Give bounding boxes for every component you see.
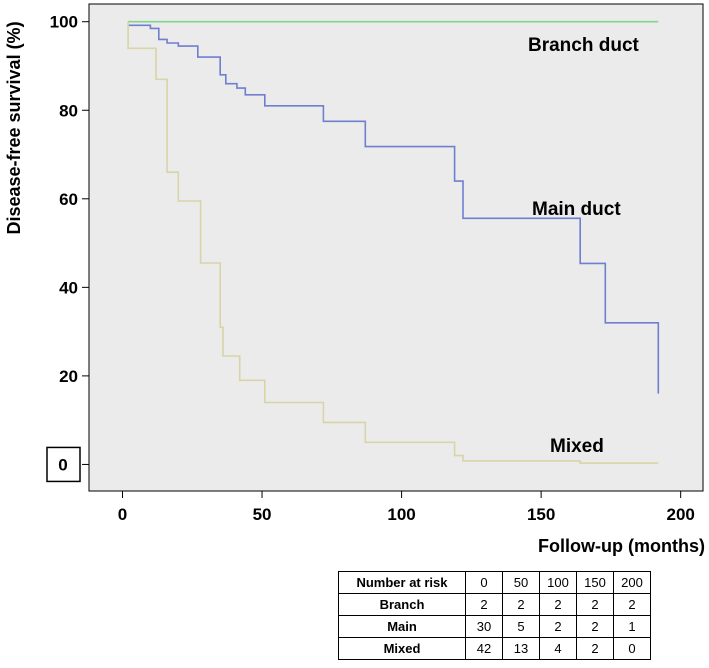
risk-table-row-main: Main 30 5 2 2 1 (338, 615, 651, 638)
survival-chart: 0 20 40 60 80 100 0 50 100 150 200 Disease-free s… (4, 3, 705, 556)
y-tick-label: 20 (59, 367, 78, 386)
risk-table-cell: 2 (576, 593, 614, 616)
risk-table-col-header: 50 (502, 571, 540, 594)
y-tick-label: 0 (58, 455, 67, 474)
risk-table-col-header: 100 (539, 571, 577, 594)
series-label-mixed: Mixed (550, 436, 604, 457)
risk-table-cell: 2 (613, 593, 651, 616)
x-tick-label: 50 (253, 505, 272, 524)
risk-table-row-branch: Branch 2 2 2 2 2 (338, 593, 651, 616)
risk-table-cell: 0 (613, 637, 651, 660)
number-at-risk-table: Number at risk 0 50 100 150 200 Branch 2… (338, 571, 651, 660)
risk-table-row-mixed: Mixed 42 13 4 2 0 (338, 637, 651, 660)
risk-table-col-header: 0 (465, 571, 503, 594)
x-axis-label: Follow-up (months) (538, 536, 705, 556)
series-label-branch-duct: Branch duct (528, 35, 640, 56)
y-tick-label: 100 (50, 13, 78, 32)
series-line-main-duct (128, 24, 660, 394)
x-tick-label: 0 (118, 505, 127, 524)
risk-table-cell: 5 (502, 615, 540, 638)
risk-table-header-label: Number at risk (338, 571, 466, 594)
y-tick-zero-box (46, 446, 81, 483)
series-line-mixed (127, 21, 659, 464)
risk-table-col-header: 200 (613, 571, 651, 594)
risk-table-cell: 2 (576, 637, 614, 660)
plot-area (88, 3, 704, 492)
x-axis: 0 50 100 150 200 (118, 491, 695, 524)
risk-table-cell: 2 (539, 593, 577, 616)
risk-table-cell: 30 (465, 615, 503, 638)
risk-table-cell: 2 (539, 615, 577, 638)
risk-table-header-row: Number at risk 0 50 100 150 200 (338, 571, 651, 594)
risk-table-cell: 2 (576, 615, 614, 638)
risk-table-cell: 13 (502, 637, 540, 660)
risk-table-row-label: Main (338, 615, 466, 638)
y-tick-label: 80 (59, 101, 78, 120)
risk-table-cell: 42 (465, 637, 503, 660)
y-axis-label: Disease-free survival (%) (4, 21, 24, 234)
series-label-main-duct: Main duct (532, 199, 621, 220)
series-layer (127, 20, 660, 464)
x-tick-label: 100 (387, 505, 415, 524)
y-axis: 0 20 40 60 80 100 (46, 13, 89, 483)
x-tick-label: 200 (666, 505, 694, 524)
risk-table-row-label: Branch (338, 593, 466, 616)
risk-table-cell: 2 (465, 593, 503, 616)
risk-table-cell: 1 (613, 615, 651, 638)
y-tick-label: 60 (59, 190, 78, 209)
risk-table-cell: 2 (502, 593, 540, 616)
risk-table-cell: 4 (539, 637, 577, 660)
y-tick-label: 40 (59, 278, 78, 297)
x-tick-label: 150 (527, 505, 555, 524)
risk-table-col-header: 150 (576, 571, 614, 594)
risk-table-row-label: Mixed (338, 637, 466, 660)
